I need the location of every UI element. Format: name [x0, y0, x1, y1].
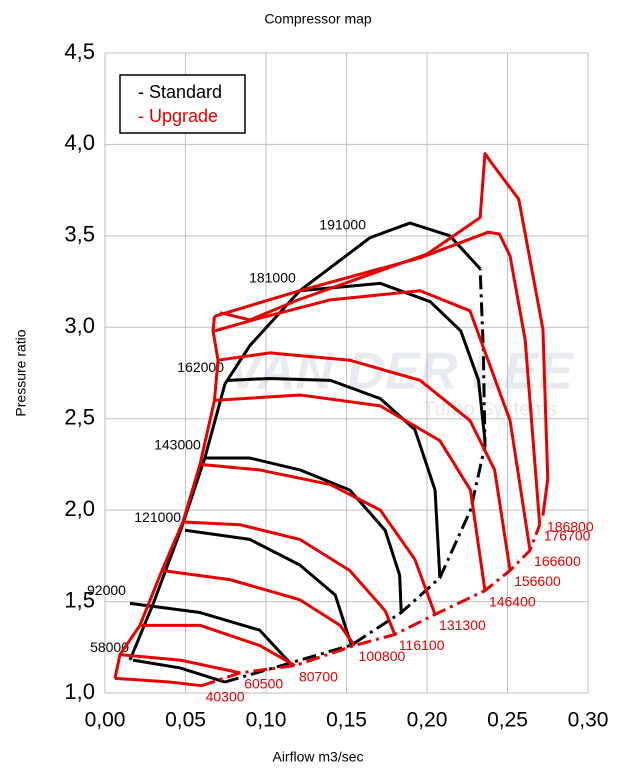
speed-label: 166600 — [534, 553, 581, 569]
speed-label: 162000 — [177, 359, 224, 375]
y-tick-label: 1,5 — [64, 587, 95, 612]
speed-label: 156600 — [514, 573, 561, 589]
watermark: VAN DER LEE — [227, 343, 574, 401]
x-tick-label: 0,15 — [326, 709, 367, 732]
x-tick-label: 0,00 — [85, 709, 126, 732]
speed-line — [369, 221, 482, 270]
speed-label: 143000 — [154, 437, 201, 453]
speed-line — [114, 676, 202, 688]
y-tick-label: 1,0 — [64, 679, 95, 704]
speed-label: 116100 — [399, 637, 445, 653]
x-tick-label: 0,20 — [407, 709, 448, 732]
legend-entry: - Standard — [138, 82, 222, 102]
speed-label: 92000 — [87, 582, 126, 598]
speed-line — [132, 658, 226, 684]
y-axis-label: Pressure ratio — [13, 329, 29, 416]
speed-line — [214, 230, 542, 525]
speed-label: 146400 — [489, 593, 536, 609]
speed-label: 186800 — [547, 518, 594, 534]
x-tick-label: 0,25 — [487, 709, 528, 732]
speed-label: 131300 — [439, 617, 486, 633]
speed-label: 40300 — [206, 688, 245, 704]
speed-line — [214, 289, 532, 551]
speed-line — [199, 462, 437, 615]
x-tick-label: 0,10 — [246, 709, 287, 732]
speed-line — [204, 456, 403, 613]
y-tick-label: 3,0 — [64, 313, 95, 338]
surge-line — [128, 236, 371, 661]
x-tick-label: 0,30 — [568, 709, 609, 732]
chart-title: Compressor map — [264, 11, 372, 27]
legend-entry: - Upgrade — [138, 106, 218, 126]
x-axis-label: Airflow m3/sec — [272, 749, 363, 765]
legend-box — [119, 74, 246, 134]
speed-line — [182, 520, 397, 636]
speed-label: 191000 — [319, 216, 366, 232]
y-tick-label: 2,5 — [64, 405, 95, 430]
surge-line — [113, 316, 220, 679]
choke-line — [201, 524, 542, 688]
plot-border — [104, 52, 589, 694]
x-tick-label: 0,05 — [165, 709, 206, 732]
speed-label: 181000 — [249, 269, 296, 285]
watermark-sub: Turbo Systems — [423, 398, 557, 420]
speed-label: 60500 — [244, 676, 283, 692]
speed-line — [161, 568, 356, 647]
speed-line — [217, 351, 512, 571]
speed-line — [119, 653, 241, 675]
speed-label: 176700 — [544, 527, 591, 543]
speed-line — [184, 528, 353, 646]
speed-label: 100800 — [359, 648, 406, 664]
speed-label: 121000 — [134, 509, 181, 525]
speed-line — [129, 601, 292, 665]
speed-line — [139, 623, 296, 667]
y-tick-label: 4,5 — [64, 39, 95, 64]
speed-line — [214, 393, 487, 591]
speed-line — [219, 152, 550, 516]
y-tick-label: 4,0 — [64, 130, 95, 155]
y-tick-label: 2,0 — [64, 496, 95, 521]
speed-label: 80700 — [299, 668, 338, 684]
speed-line — [299, 281, 487, 441]
speed-line — [227, 376, 442, 578]
y-tick-label: 3,5 — [64, 222, 95, 247]
speed-label: 58000 — [90, 639, 129, 655]
